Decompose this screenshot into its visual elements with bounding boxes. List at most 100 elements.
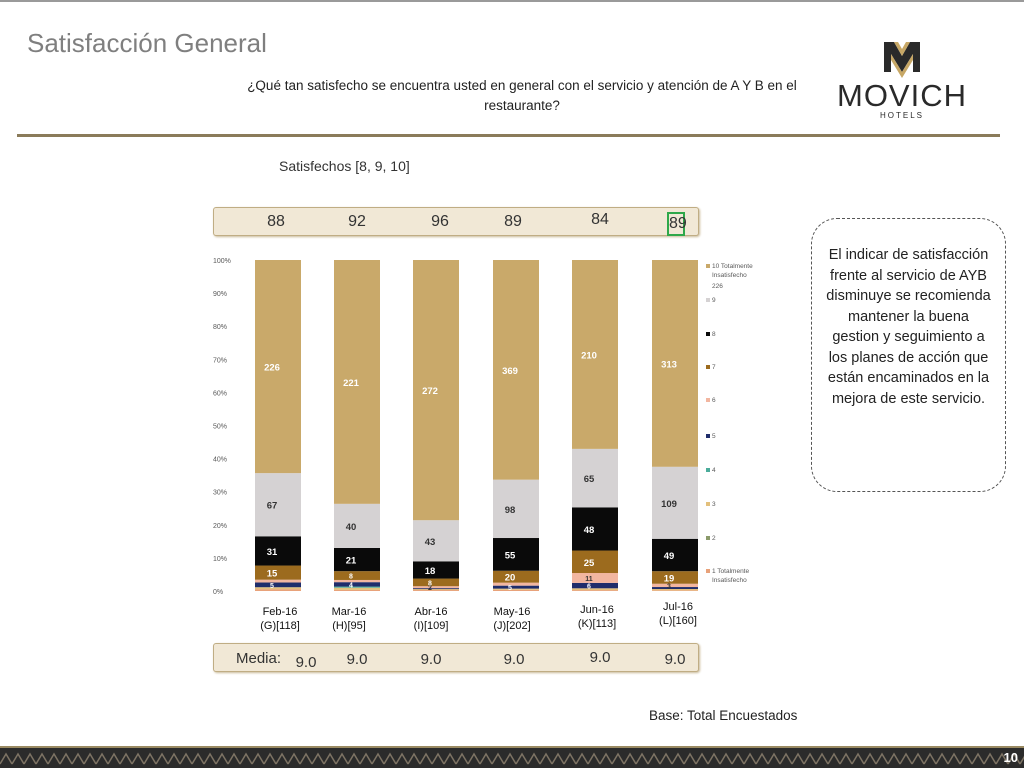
- period-label: May-16 (J)[202]: [467, 605, 557, 633]
- bar-segment: [652, 590, 698, 591]
- legend-extra-label: 226: [712, 283, 723, 290]
- page-number: 10: [1003, 750, 1018, 765]
- bar-segment: [493, 538, 539, 571]
- bar-segment: [572, 573, 618, 583]
- satisfied-value: 89: [504, 213, 522, 230]
- data-label: 20: [505, 573, 516, 584]
- period-month: Mar-16: [331, 606, 367, 618]
- period-label: Mar-16 (H)[95]: [304, 605, 394, 633]
- media-label: Media:: [236, 650, 282, 667]
- satisfied-band: [213, 207, 699, 236]
- bar-segment: [413, 578, 459, 587]
- data-label: 369: [502, 366, 518, 377]
- legend-label: 10 Totalmente: [712, 263, 753, 270]
- media-value: 9.0: [589, 649, 611, 666]
- bar-segment: [493, 585, 539, 589]
- data-label: 21: [346, 556, 357, 567]
- y-tick-label: 70%: [213, 357, 227, 364]
- bar-segment: [493, 260, 539, 480]
- legend-label: 9: [712, 297, 716, 304]
- data-label: 226: [264, 363, 280, 374]
- bar-segment: [493, 582, 539, 586]
- data-label: 3: [667, 583, 671, 590]
- period-label: Feb-16 (G)[118]: [235, 605, 325, 633]
- data-label: 55: [505, 550, 516, 561]
- bar-segment: [255, 260, 301, 474]
- y-tick-label: 90%: [213, 291, 227, 298]
- legend-swatch: [706, 332, 710, 336]
- legend-label: 7: [712, 364, 716, 371]
- data-label: 15: [267, 569, 278, 580]
- data-label: 221: [343, 378, 360, 389]
- bar-segment: [493, 588, 539, 590]
- bar-segment: [334, 586, 380, 588]
- top-border: [0, 0, 1024, 2]
- satisfied-value: 92: [348, 213, 366, 230]
- bar-segment: [413, 586, 459, 589]
- bar-segment: [493, 479, 539, 539]
- y-tick-label: 60%: [213, 390, 227, 397]
- survey-question: ¿Qué tan satisfecho se encuentra usted e…: [247, 78, 797, 113]
- bar-segment: [413, 260, 459, 521]
- bar-segment: [572, 448, 618, 508]
- data-label: 98: [505, 505, 516, 516]
- legend-label: 6: [712, 397, 716, 404]
- base-note: Base: Total Encuestados: [649, 708, 798, 723]
- period-base: (I)[109]: [413, 620, 449, 632]
- bar-segment: [652, 538, 698, 572]
- satisfied-value-highlighted: 89: [667, 212, 687, 236]
- legend-swatch: [706, 398, 710, 402]
- legend-swatch: [706, 434, 710, 438]
- bar-segment: [334, 582, 380, 587]
- legend-label: 2: [712, 535, 716, 542]
- legend-label: 4: [712, 467, 716, 474]
- satisfied-value: 88: [267, 213, 285, 230]
- movich-logo: MOVICH HOTELS: [837, 42, 967, 120]
- bar-segment: [334, 260, 380, 504]
- bar-segment: [255, 587, 301, 590]
- period-label: Jul-16 (L)[160]: [633, 600, 723, 628]
- bar-segment: [413, 588, 459, 590]
- data-label: 31: [267, 547, 278, 558]
- bar-segment: [413, 520, 459, 562]
- bar-segment: [413, 589, 459, 591]
- bar-segment: [334, 587, 380, 590]
- bar-segment: [334, 589, 380, 591]
- legend-label: 5: [712, 433, 716, 440]
- legend-swatch: [706, 536, 710, 540]
- data-label: 109: [661, 499, 677, 510]
- y-tick-label: 20%: [213, 523, 227, 530]
- header-divider: [17, 134, 1000, 137]
- data-label: 25: [584, 558, 595, 569]
- bar-segment: [255, 536, 301, 566]
- period-month: May-16: [493, 606, 531, 618]
- data-label: 5: [270, 583, 274, 590]
- bar-segment: [572, 550, 618, 574]
- insight-callout: El indicar de satisfacción frente al ser…: [811, 218, 1006, 492]
- bar-segment: [572, 588, 618, 591]
- data-label: 48: [584, 525, 595, 536]
- bar-segment: [255, 473, 301, 537]
- data-label: 8: [428, 580, 432, 587]
- y-tick-label: 0%: [213, 589, 223, 596]
- footer-zigzag: [0, 752, 1024, 765]
- data-label: 8: [349, 574, 353, 581]
- bar-segment: [572, 590, 618, 591]
- period-base: (G)[118]: [260, 620, 300, 632]
- bar-segment: [334, 579, 380, 583]
- data-label: 40: [346, 522, 357, 533]
- media-value: 9.0: [503, 651, 525, 668]
- media-band: [213, 643, 699, 672]
- logo-wordmark: MOVICH: [837, 78, 967, 113]
- data-label: 6: [587, 584, 591, 591]
- legend-swatch: [706, 298, 710, 302]
- bar-segment: [652, 583, 698, 588]
- legend-label: Insatisfecho: [712, 577, 747, 584]
- bar-segment: [652, 589, 698, 591]
- bar-segment: [334, 571, 380, 580]
- period-label: Jun-16 (K)[113]: [552, 603, 642, 631]
- y-tick-label: 100%: [213, 258, 231, 265]
- data-label: 313: [661, 359, 677, 370]
- footer-pattern: [0, 746, 1024, 768]
- bar-segment: [334, 503, 380, 548]
